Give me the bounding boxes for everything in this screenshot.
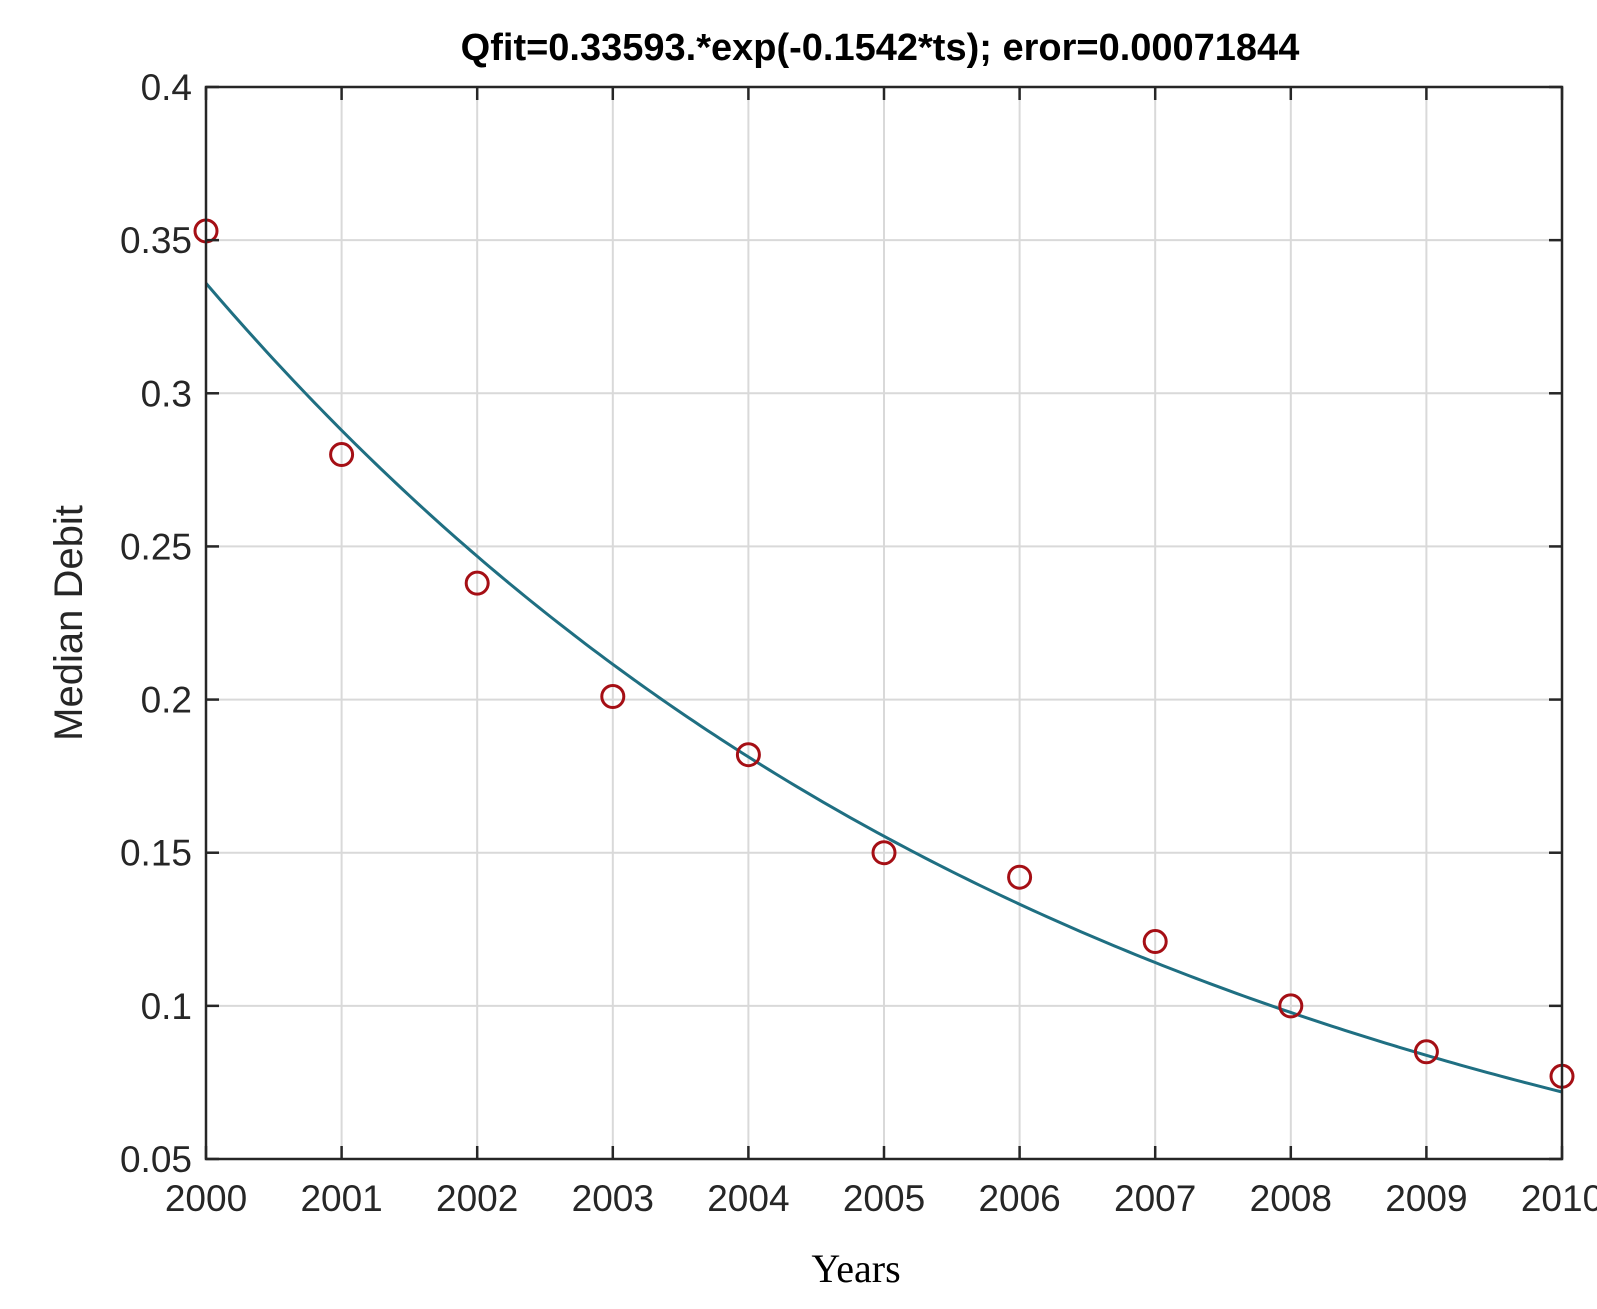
x-tick-label: 2009 <box>1385 1178 1467 1219</box>
y-tick-labels: 0.05 0.1 0.15 0.2 0.25 0.3 0.35 0.4 <box>120 67 192 1180</box>
data-point <box>1413 1039 1439 1065</box>
data-point <box>735 742 761 768</box>
y-tick-label: 0.4 <box>141 67 192 108</box>
y-tick-label: 0.2 <box>141 680 192 721</box>
grid <box>205 86 1563 1160</box>
y-tick-label: 0.05 <box>120 1139 192 1180</box>
chart-title: Qfit=0.33593.*exp(-0.1542*ts); eror=0.00… <box>461 27 1300 69</box>
x-tick-labels: 2000 2001 2002 2003 2004 2005 2006 2007 2008 2009… <box>165 1178 1597 1219</box>
y-axis-label: Median Debit <box>47 505 91 741</box>
x-tick-label: 2004 <box>707 1178 789 1219</box>
x-axis-label: Years <box>811 1246 900 1291</box>
data-points <box>193 218 1575 1089</box>
x-tick-label: 2006 <box>978 1178 1060 1219</box>
data-point <box>464 570 490 596</box>
x-tick-label: 2003 <box>572 1178 654 1219</box>
y-tick-label: 0.1 <box>141 986 192 1027</box>
x-tick-label: 2005 <box>843 1178 925 1219</box>
y-tick-label: 0.25 <box>120 526 192 567</box>
y-tick-label: 0.3 <box>141 373 192 414</box>
x-tick-label: 2010 <box>1521 1178 1597 1219</box>
fit-line-group <box>204 282 1563 1094</box>
y-tick-label: 0.15 <box>120 833 192 874</box>
data-point <box>329 442 355 468</box>
y-tick-label: 0.35 <box>120 220 192 261</box>
fit-curve <box>204 282 1563 1094</box>
x-tick-label: 2007 <box>1114 1178 1196 1219</box>
x-tick-label: 2000 <box>165 1178 247 1219</box>
x-tick-label: 2008 <box>1250 1178 1332 1219</box>
data-point <box>871 840 897 866</box>
data-point <box>1278 993 1304 1019</box>
data-point <box>1007 864 1033 890</box>
data-point <box>600 684 626 710</box>
data-point <box>1142 929 1168 955</box>
x-tick-label: 2002 <box>436 1178 518 1219</box>
tick-marks <box>204 85 1564 1161</box>
x-tick-label: 2001 <box>300 1178 382 1219</box>
